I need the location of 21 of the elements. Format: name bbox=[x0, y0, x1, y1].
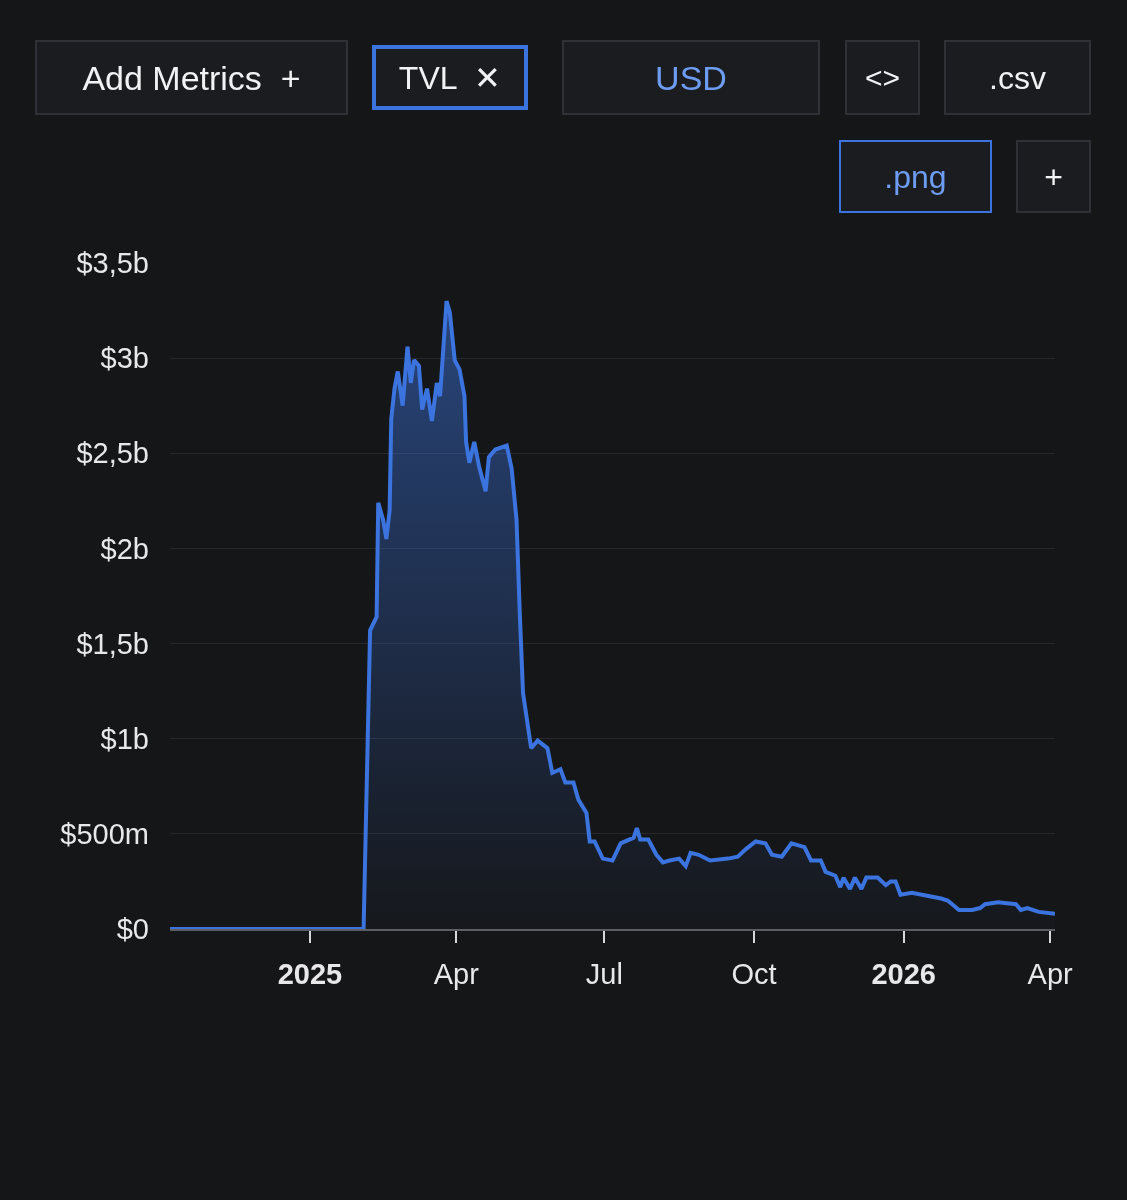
x-tick-label: 2026 bbox=[871, 957, 936, 990]
x-tick-label: Jul bbox=[585, 957, 623, 990]
text: Add Metrics + bbox=[82, 58, 301, 97]
text: TVL ✕ bbox=[398, 59, 502, 96]
x-tick-label: Apr bbox=[1027, 957, 1074, 990]
text: <> bbox=[864, 61, 901, 94]
y-tick-label: $0 bbox=[116, 913, 149, 946]
y-tick-label: $2b bbox=[100, 532, 149, 565]
y-tick-label: $2,5b bbox=[76, 437, 149, 470]
x-tick-label: Oct bbox=[731, 957, 777, 990]
y-tick-label: $3b bbox=[100, 342, 149, 375]
text: USD bbox=[655, 58, 727, 97]
y-tick-label: $3,5b bbox=[76, 247, 149, 280]
y-tick-label: $1b bbox=[100, 722, 149, 755]
x-tick-label: Apr bbox=[433, 957, 480, 990]
y-tick-label: $500m bbox=[60, 818, 149, 851]
text: .csv bbox=[989, 59, 1046, 96]
y-tick-label: $1,5b bbox=[76, 627, 149, 660]
text: .png bbox=[884, 158, 947, 195]
text: + bbox=[1044, 158, 1063, 195]
x-tick-label: 2025 bbox=[277, 957, 343, 990]
